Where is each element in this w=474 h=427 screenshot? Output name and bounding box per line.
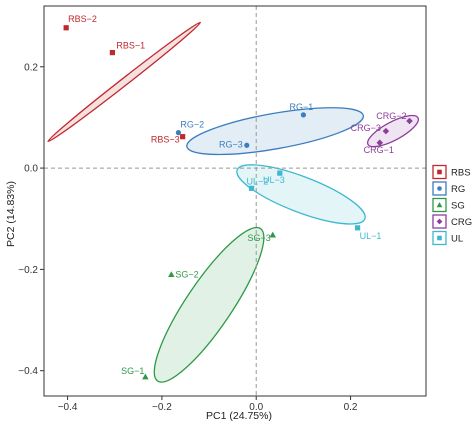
label-crg-1: CRG−1 xyxy=(364,145,394,155)
x-tick-label-2: 0.0 xyxy=(249,402,263,413)
point-rbs-2 xyxy=(63,25,69,31)
ellipse-sg xyxy=(153,226,265,383)
label-rbs-2: RBS−2 xyxy=(68,14,97,24)
label-ul-3: UL−3 xyxy=(263,175,285,185)
legend-label-rbs: RBS xyxy=(451,168,471,179)
point-rbs-3 xyxy=(180,134,186,140)
label-sg-3: SG−3 xyxy=(247,233,270,243)
x-axis-title: PC1 (24.75%) xyxy=(206,410,272,422)
label-crg-2: CRG−2 xyxy=(376,111,406,121)
legend-label-rg: RG xyxy=(451,184,465,195)
ellipse-ul xyxy=(236,164,366,225)
label-rg-1: RG−1 xyxy=(289,102,313,112)
point-rbs-1 xyxy=(109,49,115,56)
legend-marker-rg xyxy=(437,186,442,191)
point-crg-3 xyxy=(382,127,390,135)
x-tick-label-3: 0.2 xyxy=(344,402,358,413)
point-labels: RBS−1 RBS−2 RBS−3 RG−1 RG−2 RG−3 SG−1 SG−2 SG−3 C… xyxy=(68,14,406,376)
label-crg-3: CRG−3 xyxy=(351,123,381,133)
point-ul-1 xyxy=(355,225,361,231)
x-tick-label-0: −0.4 xyxy=(58,402,78,413)
y-tick-label-0: −0.4 xyxy=(18,366,38,377)
label-rg-3: RG−3 xyxy=(219,139,243,149)
legend: RBS RG SG CRG UL xyxy=(432,164,472,246)
x-tick-label-1: −0.2 xyxy=(152,402,172,413)
legend-marker-crg xyxy=(436,218,443,225)
point-ul-2 xyxy=(248,185,255,191)
plot-frame xyxy=(43,5,427,397)
data-points xyxy=(63,25,413,380)
point-sg-3 xyxy=(269,231,276,238)
point-rg-2 xyxy=(175,130,182,136)
ellipse-rbs xyxy=(47,21,202,143)
point-rg-1 xyxy=(300,112,306,118)
legend-marker-rbs xyxy=(437,169,442,175)
point-ul-3 xyxy=(277,170,283,176)
legend-marker-sg xyxy=(436,202,443,208)
y-axis-title: PC2 (14.83%) xyxy=(5,181,17,247)
ellipse-crg xyxy=(366,114,419,148)
point-rg-3 xyxy=(244,142,250,148)
label-rbs-1: RBS−1 xyxy=(116,41,145,51)
legend-marker-ul xyxy=(437,235,442,241)
label-rbs-3: RBS−3 xyxy=(151,135,180,145)
label-sg-1: SG−1 xyxy=(121,366,144,376)
y-tick-label-1: −0.2 xyxy=(18,265,38,276)
confidence-ellipses xyxy=(47,21,419,383)
reference-lines xyxy=(44,6,426,396)
point-crg-1 xyxy=(376,139,384,147)
label-ul-2: UL−2 xyxy=(247,176,269,186)
y-tick-label-3: 0.2 xyxy=(24,62,38,73)
point-sg-2 xyxy=(168,271,175,278)
label-ul-1: UL−1 xyxy=(360,231,382,241)
legend-label-sg: SG xyxy=(451,201,465,212)
ellipse-rg xyxy=(186,107,365,156)
y-tick-label-2: 0.0 xyxy=(24,164,38,175)
point-crg-2 xyxy=(406,117,413,125)
axis-ticks: −0.4 −0.2 0.0 0.2 −0.4 −0.2 0.0 0.2 xyxy=(18,62,358,413)
legend-label-ul: UL xyxy=(451,234,463,245)
label-rg-2: RG−2 xyxy=(180,120,204,130)
point-sg-1 xyxy=(142,373,149,380)
legend-label-crg: CRG xyxy=(451,217,472,228)
label-sg-2: SG−2 xyxy=(175,269,198,279)
